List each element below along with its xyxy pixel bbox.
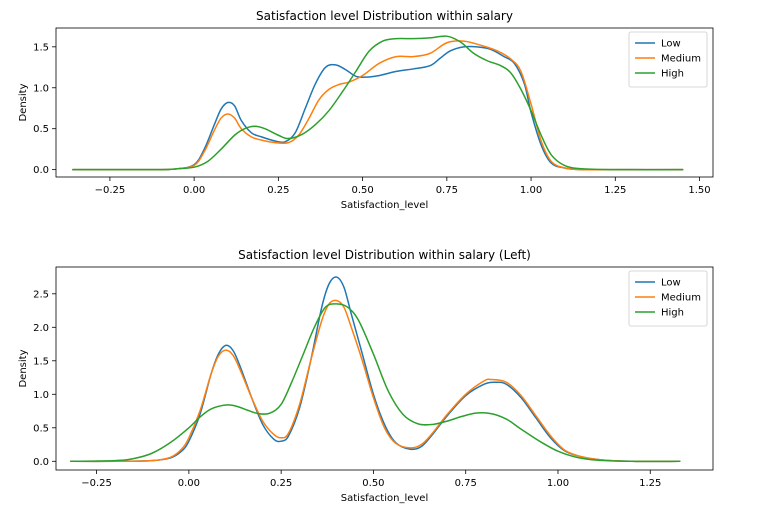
y-axis-label: Density — [18, 83, 29, 121]
y-tick-label: 2.0 — [33, 323, 49, 334]
x-tick-label: −0.25 — [81, 478, 112, 489]
y-tick-label: 0.0 — [33, 165, 49, 176]
x-tick-label: 0.75 — [436, 185, 458, 196]
x-tick-label: 0.75 — [455, 478, 477, 489]
x-tick-label: 0.00 — [178, 478, 200, 489]
series-line-medium — [70, 299, 681, 463]
x-tick-label: 1.00 — [547, 478, 569, 489]
legend-label-low: Low — [661, 278, 681, 289]
series-line-medium — [72, 40, 684, 171]
ticks: −0.25 0.00 0.25 0.50 0.75 1.00 1.25 1.50 0.0 0.5 1… — [33, 42, 711, 196]
plot-frame — [55, 266, 714, 471]
y-tick-label: 1.5 — [33, 356, 49, 367]
series-line-low — [72, 45, 684, 171]
x-axis-label: Satisfaction_level — [341, 493, 428, 504]
chart-bottom: Satisfaction level Distribution within s… — [18, 248, 714, 504]
x-tick-label: 0.25 — [270, 478, 292, 489]
x-tick-label: 1.25 — [604, 185, 626, 196]
y-tick-label: 1.5 — [33, 42, 49, 53]
series-line-high — [70, 303, 681, 463]
x-tick-label: 1.50 — [688, 185, 710, 196]
x-tick-label: −0.25 — [95, 185, 126, 196]
series-lines — [72, 35, 684, 171]
x-tick-label: 0.25 — [267, 185, 289, 196]
ticks: −0.25 0.00 0.25 0.50 0.75 1.00 1.25 0.0 0.5 1.0 1.… — [33, 289, 661, 489]
x-tick-label: 1.00 — [520, 185, 542, 196]
legend-label-medium: Medium — [661, 54, 701, 65]
y-tick-label: 2.5 — [33, 289, 49, 300]
plot-frame — [55, 27, 714, 178]
legend: Low Medium High — [628, 270, 708, 327]
legend-label-medium: Medium — [661, 293, 701, 304]
legend-label-low: Low — [661, 39, 681, 50]
x-tick-label: 0.00 — [183, 185, 205, 196]
chart-top: Satisfaction level Distribution within s… — [18, 9, 714, 211]
chart-title: Satisfaction level Distribution within s… — [256, 9, 513, 23]
chart-title: Satisfaction level Distribution within s… — [238, 248, 531, 262]
legend: Low Medium High — [628, 31, 708, 88]
x-tick-label: 0.50 — [351, 185, 373, 196]
y-tick-label: 1.0 — [33, 83, 49, 94]
legend-label-high: High — [661, 308, 684, 319]
y-axis-label: Density — [18, 349, 29, 387]
y-tick-label: 0.5 — [33, 124, 49, 135]
y-tick-label: 0.5 — [33, 423, 49, 434]
legend-label-high: High — [661, 69, 684, 80]
x-tick-label: 0.50 — [362, 478, 384, 489]
x-axis-label: Satisfaction_level — [341, 200, 428, 211]
series-lines — [70, 276, 681, 463]
series-line-high — [72, 35, 684, 171]
y-tick-label: 0.0 — [33, 457, 49, 468]
x-tick-label: 1.25 — [639, 478, 661, 489]
y-tick-label: 1.0 — [33, 390, 49, 401]
